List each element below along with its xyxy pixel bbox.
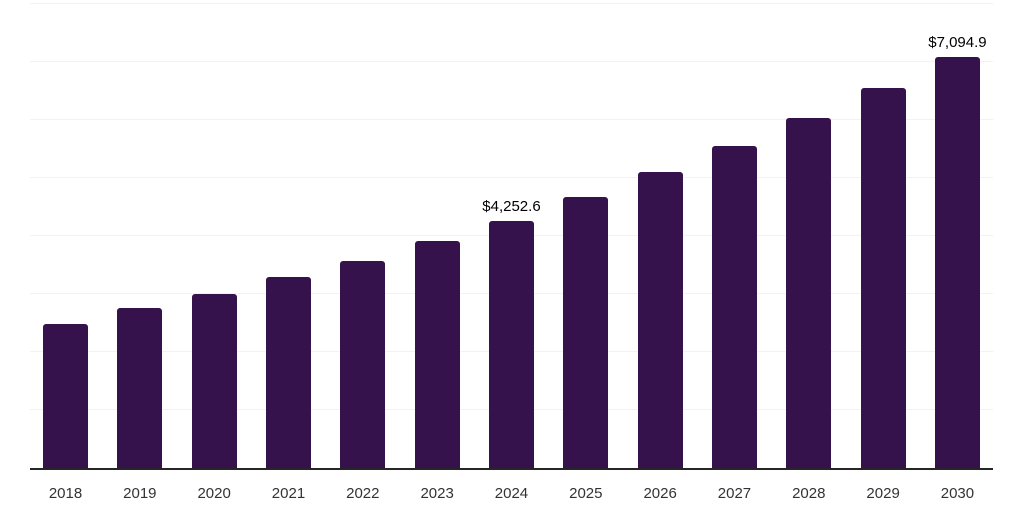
x-tick-label-2018: 2018	[48, 485, 83, 502]
x-tick-label-2026: 2026	[643, 485, 677, 502]
x-tick-label-2029: 2029	[866, 485, 900, 502]
bar-2021	[265, 277, 311, 468]
bars: $4,252.6 $7,094.9	[30, 4, 993, 468]
bar-2019	[117, 308, 163, 468]
x-tick-label-2030: 2030	[940, 485, 975, 502]
bar-2022	[340, 261, 386, 468]
x-tick-label-2027: 2027	[717, 485, 752, 502]
bar-2018	[43, 324, 88, 468]
bar-2028	[786, 118, 832, 468]
x-tick-label-2019: 2019	[123, 485, 157, 502]
bar-2029	[860, 88, 906, 468]
bar-value-label-2024: $4,252.6	[482, 198, 541, 216]
bar-2030: $7,094.9	[928, 34, 987, 468]
x-tick-label-2025: 2025	[569, 485, 603, 502]
bar-value-label-2030: $7,094.9	[928, 33, 987, 51]
bar-2023	[414, 240, 460, 468]
x-tick-label-2023: 2023	[420, 485, 454, 502]
bar-2026	[637, 172, 683, 468]
x-tick-label-2022: 2022	[346, 485, 380, 502]
gridline-7000	[30, 61, 993, 62]
gridline-5000	[30, 177, 993, 178]
bar-2027	[711, 146, 757, 468]
gridline-8000	[30, 3, 993, 4]
bar-2020	[191, 294, 237, 468]
bar-2025	[563, 196, 609, 468]
plot-area: $4,252.6 $7,094.9	[30, 3, 993, 470]
bar-2024: $4,252.6	[482, 198, 541, 468]
x-tick-label-2024: 2024	[494, 485, 529, 502]
x-tick-label-2020: 2020	[197, 485, 231, 502]
gridline-6000	[30, 119, 993, 120]
x-tick-label-2021: 2021	[271, 485, 306, 502]
x-axis-labels: 2018 2019 2020 2021 2022 2023 2024 2025 2026 2027…	[30, 485, 993, 502]
x-tick-label-2028: 2028	[792, 485, 826, 502]
